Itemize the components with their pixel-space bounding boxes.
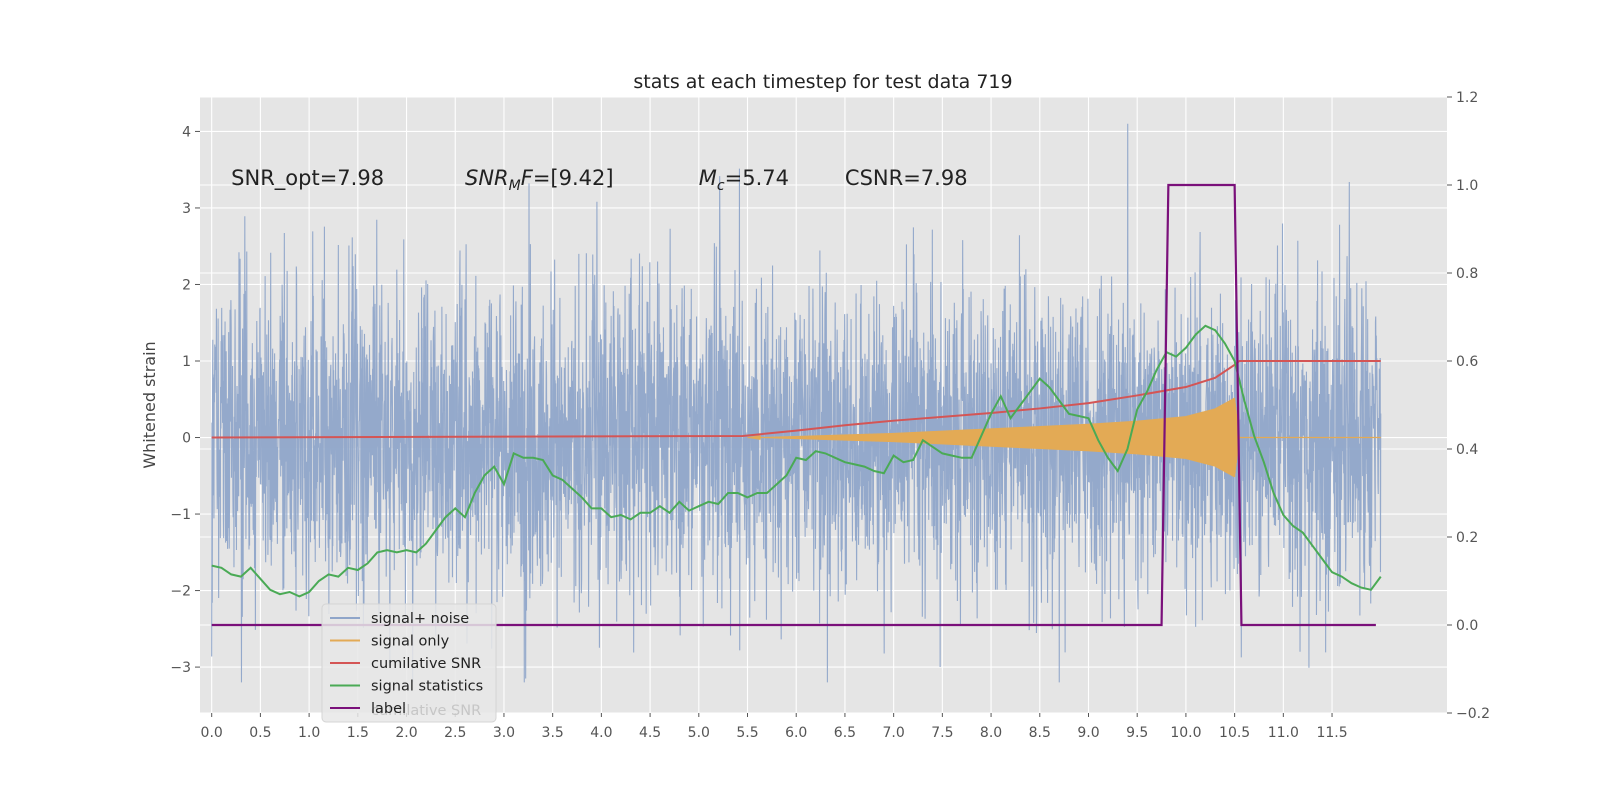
- x-tick-label: 6.5: [834, 725, 856, 741]
- legend-ghost-text: cumilative SNR: [371, 703, 481, 719]
- legend-entry: label: [371, 701, 406, 717]
- x-tick-label: 2.0: [395, 725, 417, 741]
- signal-statistics-line: [211, 324, 1382, 598]
- y-tick-label: 4: [182, 124, 191, 140]
- y-tick-label: −1: [170, 507, 191, 523]
- axes: 0.0 0.5 1.0 1.5 2.0 2.5 3.0 3.5 4.0 4.5 5.0 5.5 6.0 6…: [170, 90, 1490, 741]
- x-tick-label: 8.0: [980, 725, 1002, 741]
- y-axis-label: Whitened strain: [140, 341, 159, 468]
- annotation-prefix: SNR: [465, 166, 509, 190]
- annotation-prefix: M: [699, 166, 717, 190]
- legend-entry: signal statistics: [371, 679, 483, 695]
- y-tick-label: 0: [182, 431, 191, 447]
- y-tick-label: −3: [170, 660, 191, 676]
- x-tick-label: 0.5: [249, 725, 271, 741]
- x-tick-label: 3.5: [542, 725, 564, 741]
- legend-box: [321, 603, 497, 723]
- x-tick-label: 9.0: [1077, 725, 1099, 741]
- y2-tick-label: 1.0: [1456, 178, 1478, 194]
- y-tick-label: 3: [182, 201, 191, 217]
- annotation-text: Mc=5.74: [699, 166, 789, 194]
- legend-entry: signal only: [371, 634, 450, 650]
- x-tick-label: 5.0: [688, 725, 710, 741]
- y-tick-label: −2: [170, 584, 191, 600]
- x-tick-label: 11.0: [1268, 725, 1299, 741]
- cumulative-snr-line: [211, 360, 1381, 439]
- x-tick-label: 4.0: [590, 725, 612, 741]
- x-tick-label: 3.0: [493, 725, 515, 741]
- legend-entry: cumilative SNR: [371, 656, 481, 672]
- x-tick-label: 8.5: [1029, 725, 1051, 741]
- annotation-subscript: c: [717, 178, 725, 194]
- x-tick-label: 5.5: [736, 725, 758, 741]
- series-layer: [211, 183, 1382, 627]
- annotation-suffix: =5.74: [725, 166, 789, 190]
- annotation-prefix: CSNR=7.98: [845, 166, 968, 190]
- x-tick-label: 10.5: [1219, 725, 1250, 741]
- x-tick-label: 2.5: [444, 725, 466, 741]
- annotation-suffix: F: [521, 166, 534, 190]
- annotation-subscript: M: [509, 178, 521, 194]
- y2-tick-label: 0.0: [1456, 618, 1478, 634]
- y2-tick-label: 0.4: [1456, 442, 1478, 458]
- annotations: SNR_opt=7.98 SNRMF=[9.42] Mc=5.74 CSNR=7.98: [231, 166, 967, 194]
- x-tick-label: 7.5: [931, 725, 953, 741]
- legend: cumilative SNR signal+ noise signal only cu…: [321, 603, 497, 723]
- x-tick-label: 1.5: [347, 725, 369, 741]
- x-tick-label: 6.0: [785, 725, 807, 741]
- annotation-text: CSNR=7.98: [845, 166, 968, 190]
- signal-noise-series: [211, 123, 1382, 683]
- signal-only-line: [747, 397, 1381, 478]
- x-tick-label: 4.5: [639, 725, 661, 741]
- y2-tick-label: 0.2: [1456, 530, 1478, 546]
- y2-tick-label: 0.8: [1456, 266, 1478, 282]
- y2-tick-label: 0.6: [1456, 354, 1478, 370]
- y-tick-label: 1: [182, 354, 191, 370]
- annotation-prefix: SNR_opt=7.98: [231, 166, 384, 191]
- x-tick-label: 0.0: [201, 725, 223, 741]
- y2-tick-label: −0.2: [1456, 706, 1490, 722]
- annotation-suffix-rest: =[9.42]: [533, 166, 614, 190]
- x-tick-label: 1.0: [298, 725, 320, 741]
- y-tick-label: 2: [182, 277, 191, 293]
- signal-noise-line: [211, 123, 1382, 683]
- chart-title: stats at each timestep for test data 719: [633, 71, 1012, 93]
- y2-tick-label: 1.2: [1456, 90, 1478, 106]
- label-line: [211, 183, 1376, 627]
- x-tick-label: 7.0: [883, 725, 905, 741]
- annotation-text: SNRMF=[9.42]: [465, 166, 614, 194]
- x-tick-label: 10.0: [1170, 725, 1201, 741]
- legend-entry: signal+ noise: [371, 611, 469, 627]
- x-tick-label: 9.5: [1126, 725, 1148, 741]
- annotation-text: SNR_opt=7.98: [231, 166, 384, 191]
- x-tick-label: 11.5: [1316, 725, 1347, 741]
